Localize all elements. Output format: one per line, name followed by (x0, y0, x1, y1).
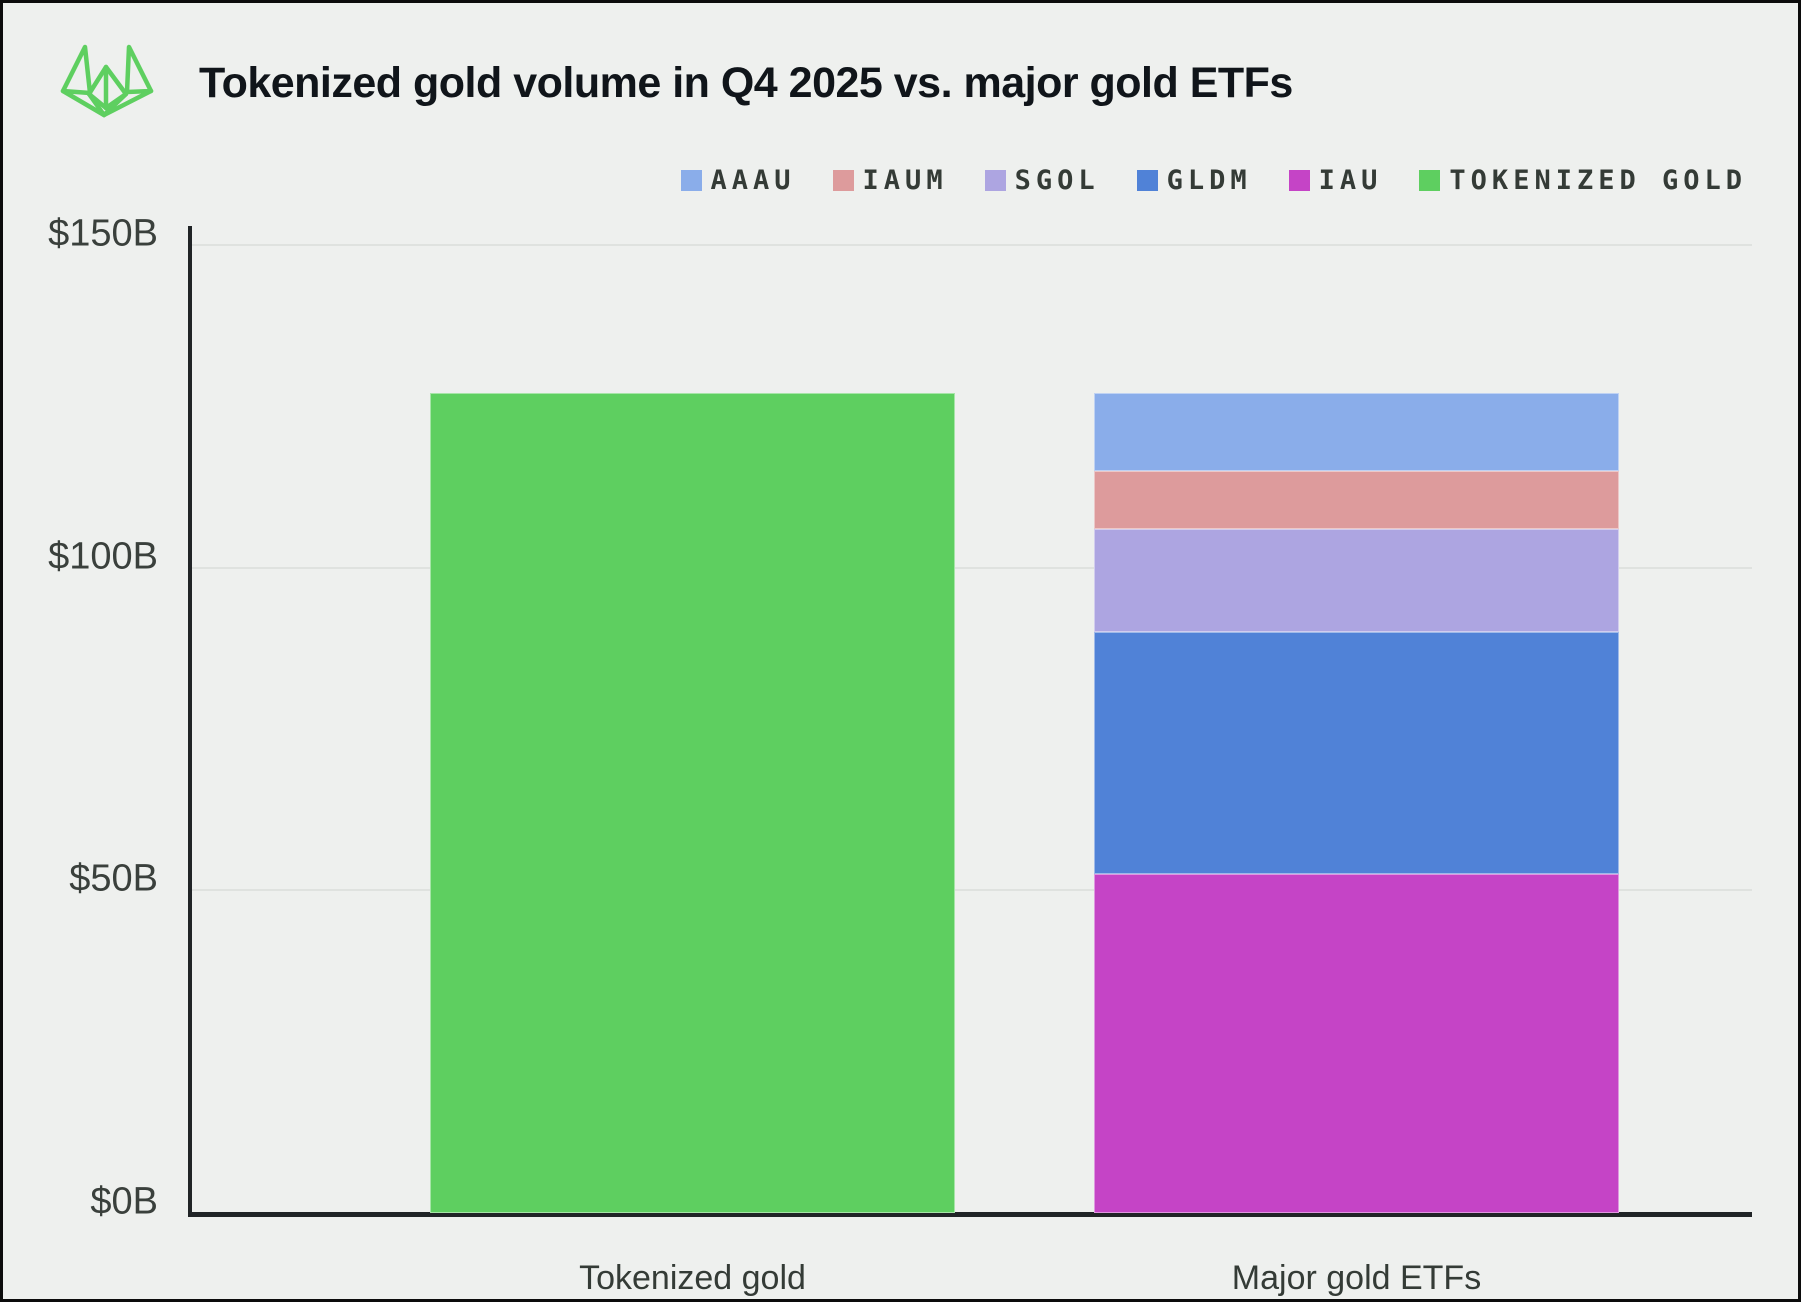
plot-area: $0B $50B $100B $150B (48, 213, 1752, 1223)
gridline (192, 889, 1752, 892)
brand-logo-icon (60, 44, 154, 118)
gridline (192, 566, 1752, 569)
gridline (192, 244, 1752, 246)
bar-segment-aaau[interactable] (1094, 393, 1619, 471)
y-axis-line (188, 226, 192, 1216)
legend-item-iaum[interactable]: IAUM (832, 165, 948, 196)
bar-segment-gldm[interactable] (1094, 632, 1619, 875)
y-tick-label: $0B (90, 1180, 158, 1223)
bar (430, 393, 955, 1213)
x-category-label: Major gold ETFs (1231, 1259, 1482, 1297)
legend-item-label: GLDM (1166, 165, 1252, 196)
header: Tokenized gold volume in Q4 2025 vs. maj… (59, 39, 1293, 127)
bar-segment-tokenized-gold[interactable] (430, 393, 955, 1213)
legend-swatch-icon (832, 170, 854, 191)
legend-item-label: SGOL (1014, 165, 1100, 196)
legend-item-iau[interactable]: IAU (1288, 165, 1383, 196)
legend-item-aaau[interactable]: AAAU (680, 165, 796, 196)
legend-item-label: AAAU (710, 165, 796, 196)
legend-item-label: IAU (1318, 165, 1383, 196)
legend-item-label: IAUM (862, 165, 948, 196)
y-tick-label: $150B (48, 212, 158, 255)
legend-item-label: TOKENIZED GOLD (1449, 165, 1747, 196)
legend-swatch-icon (680, 170, 702, 191)
chart-title: Tokenized gold volume in Q4 2025 vs. maj… (199, 58, 1293, 107)
bar-segment-iaum[interactable] (1094, 470, 1619, 529)
y-tick-label: $100B (48, 535, 158, 578)
legend-item-sgol[interactable]: SGOL (984, 165, 1100, 196)
legend-swatch-icon (984, 170, 1006, 191)
y-tick-label: $50B (69, 857, 158, 900)
legend: AAAU IAUM SGOL GLDM IAU TOKENIZED GOLD (680, 165, 1747, 196)
x-axis-line (188, 1212, 1752, 1217)
legend-swatch-icon (1419, 170, 1441, 191)
legend-item-tokenized-gold[interactable]: TOKENIZED GOLD (1419, 165, 1747, 196)
bar-segment-sgol[interactable] (1094, 528, 1619, 633)
legend-swatch-icon (1136, 170, 1158, 191)
legend-item-gldm[interactable]: GLDM (1136, 165, 1252, 196)
legend-swatch-icon (1288, 170, 1310, 191)
bar (1094, 393, 1619, 1213)
bar-segment-iau[interactable] (1094, 874, 1619, 1213)
x-category-label: Tokenized gold (579, 1259, 806, 1297)
